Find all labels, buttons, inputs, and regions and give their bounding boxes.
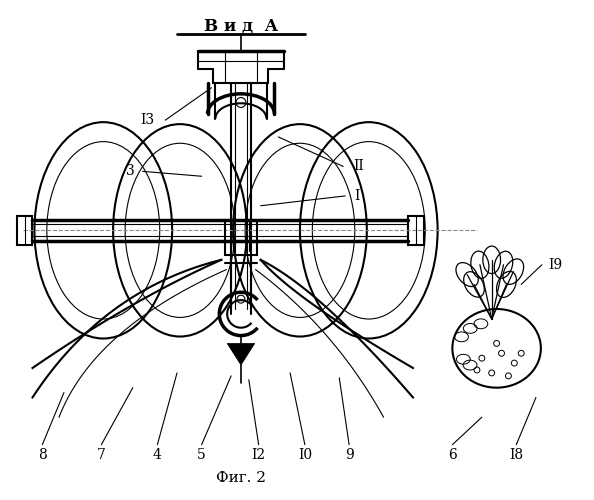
Text: 3: 3 [127, 164, 135, 178]
Text: 7: 7 [97, 448, 106, 462]
Text: 9: 9 [345, 448, 353, 462]
Text: I0: I0 [298, 448, 312, 462]
Text: II: II [353, 160, 364, 173]
Bar [17, 216, 33, 245]
Text: 8: 8 [38, 448, 47, 462]
Text: I8: I8 [509, 448, 523, 462]
Bar [408, 216, 424, 245]
Text: 4: 4 [153, 448, 162, 462]
Text: В и д  А: В и д А [204, 18, 278, 34]
Polygon shape [227, 344, 255, 365]
Text: I3: I3 [140, 113, 154, 127]
Text: I2: I2 [252, 448, 266, 462]
Text: 5: 5 [197, 448, 206, 462]
Text: 6: 6 [448, 448, 457, 462]
Text: I9: I9 [548, 258, 563, 272]
Text: Фиг. 2: Фиг. 2 [216, 471, 266, 485]
Text: I: I [354, 189, 360, 203]
